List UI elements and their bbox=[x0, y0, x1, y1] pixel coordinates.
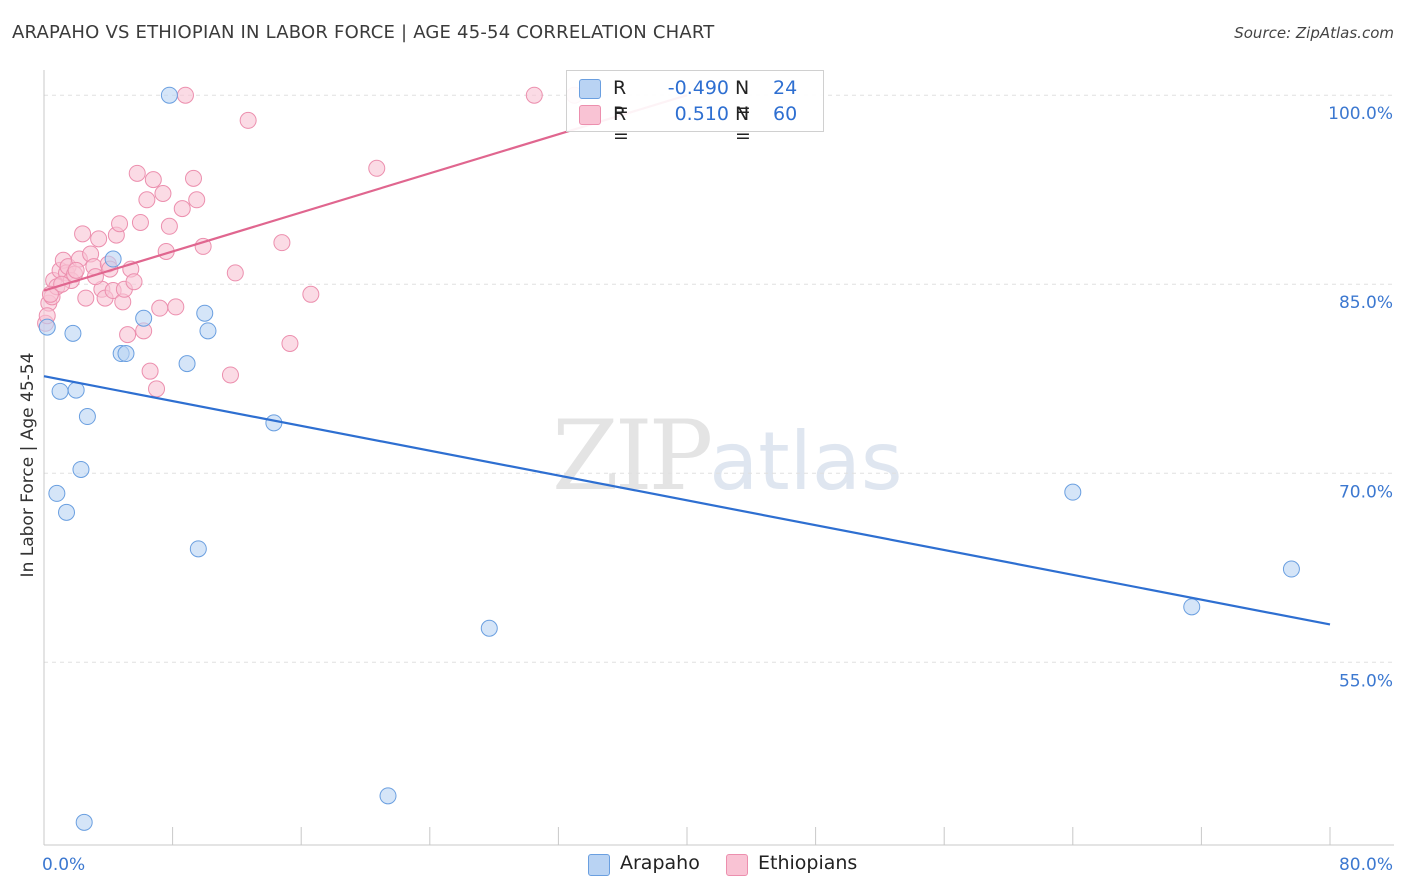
arapaho-point bbox=[1282, 560, 1300, 578]
arapaho-point bbox=[38, 318, 56, 336]
ethiopian-point bbox=[144, 171, 162, 189]
arapaho-swatch bbox=[579, 79, 601, 99]
arapaho-point bbox=[75, 813, 93, 831]
ethiopian-point bbox=[151, 299, 169, 317]
arapaho-legend-swatch bbox=[588, 854, 610, 876]
ethiopian-point bbox=[125, 273, 143, 291]
arapaho-trend-line bbox=[43, 375, 1331, 626]
ethiopian-point bbox=[302, 285, 320, 303]
ethiopian-point bbox=[74, 225, 92, 243]
arapaho-point bbox=[104, 250, 122, 268]
ethiopians-legend-swatch bbox=[726, 854, 748, 876]
ethiopian-point bbox=[281, 334, 299, 352]
arapaho-point bbox=[117, 345, 135, 363]
y-tick-label: 85.0% bbox=[1339, 293, 1393, 313]
ethiopian-point bbox=[221, 366, 239, 384]
chart-title: ARAPAHO VS ETHIOPIAN IN LABOR FORCE | AG… bbox=[12, 22, 715, 43]
arapaho-point bbox=[189, 540, 207, 558]
correlation-legend: R = -0.490 N = 24 R = 0.510 N = 60 bbox=[566, 70, 824, 147]
zipatlas-watermark: ZIPatlas bbox=[552, 400, 903, 512]
ethiopian-point bbox=[167, 298, 185, 316]
legend-n-value: 60 bbox=[773, 103, 798, 125]
ethiopian-point bbox=[90, 230, 108, 248]
legend-r-value: 0.510 bbox=[674, 103, 729, 125]
ethiopian-point bbox=[138, 191, 156, 209]
y-axis-label: In Labor Force | Age 45-54 bbox=[18, 352, 38, 578]
legend-r-label: R = bbox=[613, 103, 629, 147]
ethiopian-point bbox=[226, 264, 244, 282]
ethiopian-swatch bbox=[579, 105, 601, 125]
ethiopian-point bbox=[176, 86, 194, 104]
arapaho-point bbox=[379, 787, 397, 805]
ethiopian-point bbox=[184, 169, 202, 187]
arapaho-point bbox=[265, 414, 283, 432]
ethiopian-point bbox=[141, 362, 159, 380]
ethiopian-point bbox=[148, 380, 166, 398]
legend-n-label: N = bbox=[735, 77, 751, 121]
arapaho-point bbox=[78, 408, 96, 426]
x-tick-label: 80.0% bbox=[1339, 855, 1393, 875]
ethiopian-point bbox=[188, 191, 206, 209]
watermark-zip: ZIP bbox=[552, 400, 713, 512]
arapaho-point bbox=[48, 484, 66, 502]
legend-n-label: N = bbox=[735, 103, 751, 147]
y-tick-label: 100.0% bbox=[1328, 104, 1393, 124]
ethiopian-point bbox=[173, 200, 191, 218]
arapaho-point bbox=[51, 382, 69, 400]
arapaho-legend-label: Arapaho bbox=[620, 852, 700, 874]
source-label: Source: ZipAtlas.com bbox=[1234, 24, 1394, 42]
legend-r-value: -0.490 bbox=[667, 77, 729, 99]
arapaho-point bbox=[196, 304, 214, 322]
ethiopian-point bbox=[154, 184, 172, 202]
ethiopian-point bbox=[368, 159, 386, 177]
arapaho-point bbox=[199, 322, 217, 340]
ethiopian-point bbox=[239, 111, 257, 129]
x-tick-label: 0.0% bbox=[42, 855, 85, 875]
arapaho-point bbox=[1064, 483, 1082, 501]
arapaho-point bbox=[135, 309, 153, 327]
ethiopian-point bbox=[77, 289, 95, 307]
ethiopian-point bbox=[119, 326, 137, 344]
ethiopian-point bbox=[67, 261, 85, 279]
ethiopian-point bbox=[273, 234, 291, 252]
arapaho-point bbox=[72, 460, 90, 478]
y-tick-label: 70.0% bbox=[1339, 482, 1393, 502]
ethiopian-point bbox=[525, 86, 543, 104]
arapaho-point bbox=[178, 355, 196, 373]
ethiopian-point bbox=[128, 164, 146, 182]
y-tick-label: 55.0% bbox=[1339, 671, 1393, 691]
ethiopian-point bbox=[131, 213, 149, 231]
legend-n-value: 24 bbox=[773, 77, 798, 99]
arapaho-point bbox=[1183, 598, 1201, 616]
ethiopian-point bbox=[160, 217, 178, 235]
legend-r-label: R = bbox=[613, 77, 629, 121]
ethiopian-point bbox=[111, 215, 129, 233]
arapaho-point bbox=[160, 86, 178, 104]
arapaho-point bbox=[58, 503, 76, 521]
ethiopians-legend-label: Ethiopians bbox=[758, 852, 858, 874]
arapaho-point bbox=[480, 619, 498, 637]
arapaho-point bbox=[64, 324, 82, 342]
watermark-atlas: atlas bbox=[709, 415, 903, 508]
